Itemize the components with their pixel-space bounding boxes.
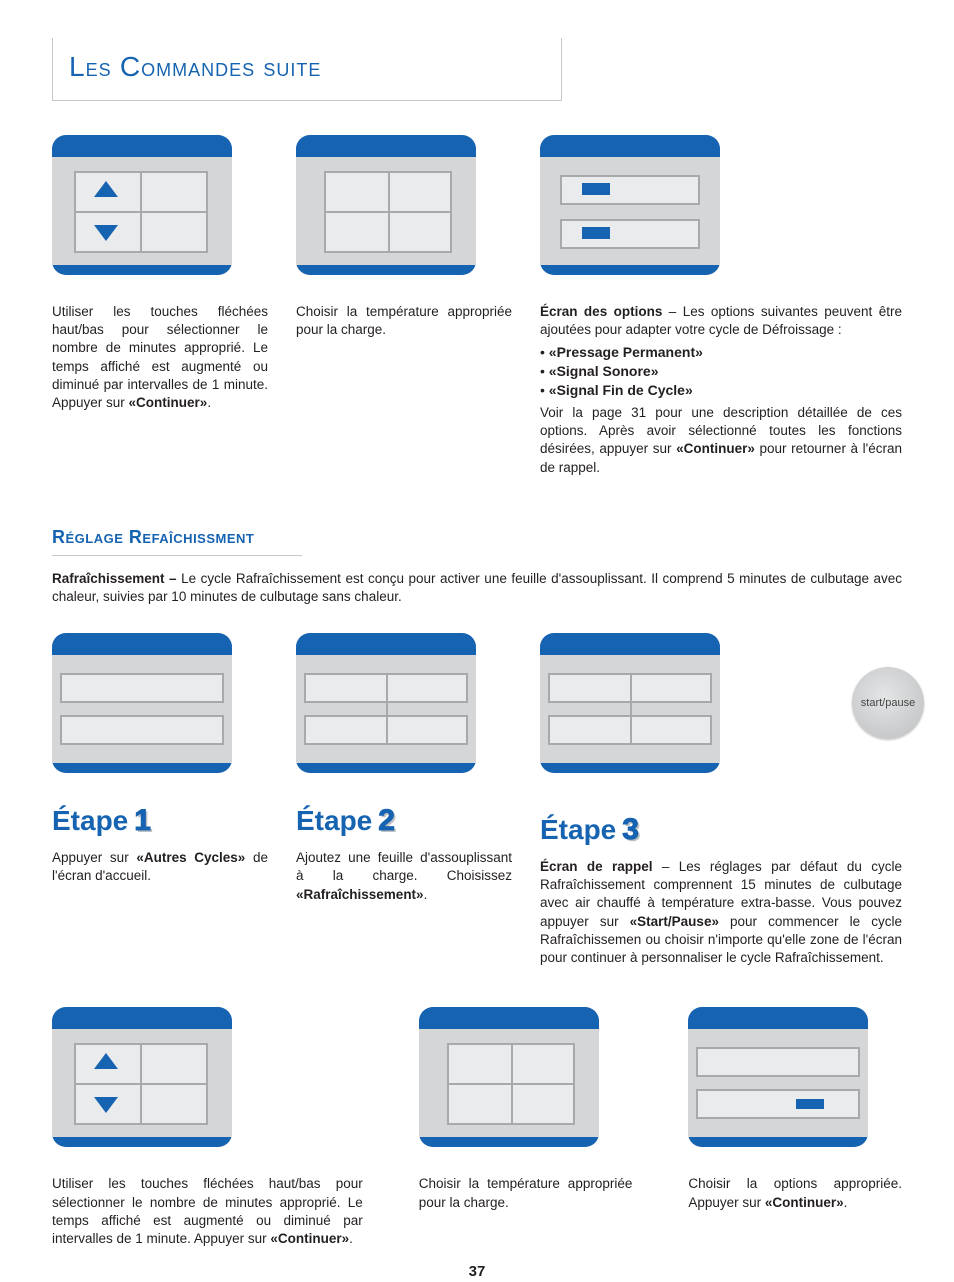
chevron-up-icon	[94, 181, 118, 197]
screen-step-3	[540, 633, 720, 773]
continue-label: «Continuer»	[270, 1231, 349, 1246]
step-1-col: Étape 1 Appuyer sur «Autres Cycles» de l…	[52, 633, 268, 968]
page-title-box: Les Commandes suite	[52, 38, 562, 101]
page-title: Les Commandes suite	[69, 48, 561, 86]
step-number: 3	[622, 810, 639, 851]
recall-screen-label: Écran de rappel	[540, 859, 653, 874]
step-3-col: start/pause Étape 3 Écran de rappel – Le…	[540, 633, 902, 968]
step-2-heading: Étape 2	[296, 801, 512, 842]
s1-c3-lead: Écran des options – Les options suivante…	[540, 303, 902, 339]
s1-col-2: Choisir la température appropriée pour l…	[296, 135, 512, 477]
step-3-text: Écran de rappel – Les réglages par défau…	[540, 858, 902, 967]
text-span: .	[424, 887, 428, 902]
list-item: «Signal Sonore»	[540, 362, 902, 381]
title-rest: ommandes suite	[141, 52, 321, 82]
continue-label: «Continuer»	[765, 1195, 844, 1210]
step-label: Étape	[296, 802, 372, 840]
bottom-col-1: Utiliser les touches fléchées haut/bas p…	[52, 1007, 363, 1248]
bottom-col-2: Choisir la température appropriée pour l…	[419, 1007, 633, 1211]
start-pause-button[interactable]: start/pause	[852, 667, 924, 739]
text-span: .	[207, 395, 211, 410]
start-pause-label: start/pause	[861, 697, 915, 709]
bottom-c1-text: Utiliser les touches fléchées haut/bas p…	[52, 1175, 363, 1248]
continue-label: «Continuer»	[676, 441, 755, 456]
bottom-c2-text: Choisir la température appropriée pour l…	[419, 1175, 633, 1211]
refresh-intro-bold: Rafraîchissement –	[52, 571, 181, 586]
chevron-up-icon	[94, 1053, 118, 1069]
title-cap-1: L	[69, 51, 86, 82]
other-cycles-label: «Autres Cycles»	[136, 850, 245, 865]
refresh-label: «Rafraîchissement»	[296, 887, 424, 902]
screen-one-option	[688, 1007, 868, 1147]
chevron-down-icon	[94, 1097, 118, 1113]
bottom-c3-text: Choisir la options appropriée. Appuyer s…	[688, 1175, 902, 1211]
s1-col-1: Utiliser les touches fléchées haut/bas p…	[52, 135, 268, 477]
subhead: Réglage Refaîchissment	[52, 525, 302, 549]
s1-col-3: Écran des options – Les options suivante…	[540, 135, 902, 477]
step-label: Étape	[540, 811, 616, 849]
step-number: 2	[378, 801, 395, 842]
title-cap-2: C	[120, 51, 141, 82]
list-item: «Signal Fin de Cycle»	[540, 381, 902, 400]
bottom-row: Utiliser les touches fléchées haut/bas p…	[52, 1007, 902, 1248]
options-list: «Pressage Permanent» «Signal Sonore» «Si…	[540, 343, 902, 400]
s1-c1-text: Utiliser les touches fléchées haut/bas p…	[52, 303, 268, 412]
text-span: Ajoutez une feuille d'assouplissant à la…	[296, 850, 512, 883]
screen-arrows-2	[52, 1007, 232, 1147]
continue-label: «Continuer»	[129, 395, 208, 410]
step-1-text: Appuyer sur «Autres Cycles» de l'écran d…	[52, 849, 268, 885]
step-2-text: Ajoutez une feuille d'assouplissant à la…	[296, 849, 512, 904]
text-span: .	[844, 1195, 848, 1210]
page-number: 37	[52, 1262, 902, 1282]
list-item: «Pressage Permanent»	[540, 343, 902, 362]
screen-options-1	[540, 135, 720, 275]
section-1-row: Utiliser les touches fléchées haut/bas p…	[52, 135, 902, 477]
refresh-intro: Rafraîchissement – Le cycle Rafraîchisse…	[52, 570, 902, 606]
start-pause-text: «Start/Pause»	[630, 914, 719, 929]
step-number: 1	[134, 801, 151, 842]
chevron-down-icon	[94, 225, 118, 241]
step-2-col: Étape 2 Ajoutez une feuille d'assoupliss…	[296, 633, 512, 968]
options-title: Écran des options	[540, 304, 662, 319]
bottom-col-3: Choisir la options appropriée. Appuyer s…	[688, 1007, 902, 1211]
text-span: Appuyer sur	[52, 850, 136, 865]
step-3-heading: Étape 3	[540, 810, 902, 851]
step-label: Étape	[52, 802, 128, 840]
s1-c3-tail: Voir la page 31 pour une description dét…	[540, 404, 902, 477]
s1-c2-text: Choisir la température appropriée pour l…	[296, 303, 512, 339]
title-word-1: es	[86, 52, 120, 82]
screen-step-2	[296, 633, 476, 773]
subhead-box: Réglage Refaîchissment	[52, 525, 302, 556]
screen-step-1	[52, 633, 232, 773]
screen-grid-2	[419, 1007, 599, 1147]
screen-arrows-1	[52, 135, 232, 275]
screen-grid-1	[296, 135, 476, 275]
text-span: .	[349, 1231, 353, 1246]
steps-row: Étape 1 Appuyer sur «Autres Cycles» de l…	[52, 633, 902, 968]
step-1-heading: Étape 1	[52, 801, 268, 842]
